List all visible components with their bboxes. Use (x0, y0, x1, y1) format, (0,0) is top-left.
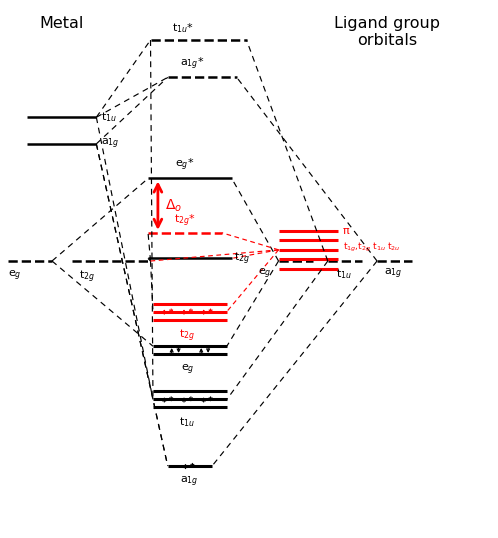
Text: t$_{1u}$*: t$_{1u}$* (171, 21, 194, 35)
Text: t$_{1u}$: t$_{1u}$ (336, 267, 352, 281)
Text: Metal: Metal (40, 16, 84, 31)
Text: a$_{1g}$: a$_{1g}$ (180, 475, 198, 489)
Text: e$_g$: e$_g$ (7, 269, 21, 284)
Text: Ligand group
orbitals: Ligand group orbitals (334, 16, 440, 48)
Text: t$_{2g}$*: t$_{2g}$* (174, 212, 196, 229)
Text: t$_{2g}$: t$_{2g}$ (234, 250, 250, 266)
Text: a$_{1g}$*: a$_{1g}$* (180, 55, 205, 72)
Text: t$_{1u}$: t$_{1u}$ (101, 110, 117, 124)
Text: π: π (343, 225, 349, 236)
Text: t$_{2g}$: t$_{2g}$ (79, 269, 95, 285)
Text: e$_g$: e$_g$ (181, 362, 194, 377)
Text: t$_{1u}$: t$_{1u}$ (179, 415, 195, 429)
Text: a$_{1g}$: a$_{1g}$ (384, 267, 402, 281)
Text: e$_g$: e$_g$ (257, 267, 271, 281)
Text: Δ$_o$: Δ$_o$ (165, 198, 182, 214)
Text: a$_{1g}$: a$_{1g}$ (101, 137, 120, 151)
Text: e$_g$*: e$_g$* (175, 157, 195, 173)
Text: t$_{2g}$: t$_{2g}$ (179, 328, 196, 344)
Text: t$_{1g}$,t$_{2g}$ t$_{1u}$ t$_{2u}$: t$_{1g}$,t$_{2g}$ t$_{1u}$ t$_{2u}$ (343, 241, 400, 254)
